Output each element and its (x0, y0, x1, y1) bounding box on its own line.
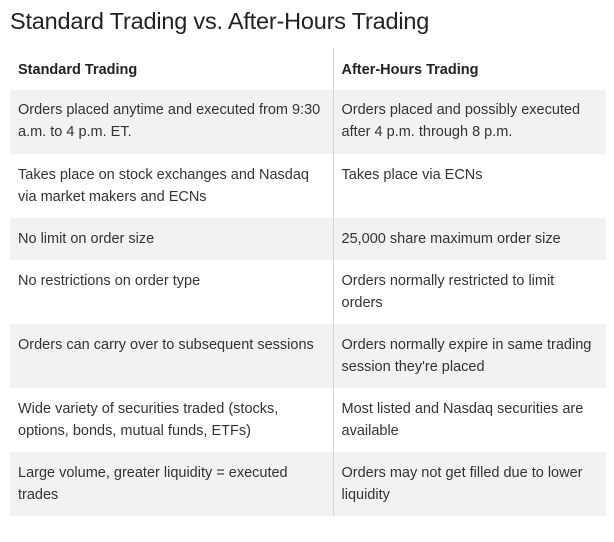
table-cell-after-hours: Most listed and Nasdaq securities are av… (332, 388, 606, 452)
table-row: Orders can carry over to subsequent sess… (10, 324, 606, 388)
table-cell-standard: Large volume, greater liquidity = execut… (10, 452, 333, 516)
table-cell-after-hours: Orders normally restricted to limit orde… (332, 260, 606, 324)
table-row: Wide variety of securities traded (stock… (10, 388, 606, 452)
table-cell-standard: Takes place on stock exchanges and Nasda… (18, 167, 309, 205)
column-header-standard: Standard Trading (18, 62, 138, 78)
table-row: No restrictions on order type Orders nor… (10, 260, 606, 324)
table-cell-standard: Orders can carry over to subsequent sess… (10, 324, 333, 388)
table-cell-after-hours: Takes place via ECNs (332, 154, 606, 218)
table-cell-standard: No limit on order size (10, 218, 333, 260)
table-cell-after-hours: 25,000 share maximum order size (332, 218, 606, 260)
table-row: Takes place on stock exchanges and Nasda… (10, 154, 606, 218)
page-title: Standard Trading vs. After-Hours Trading (10, 8, 430, 34)
table-cell-standard: No restrictions on order type (18, 273, 201, 289)
table-cell-after-hours: Orders normally expire in same trading s… (332, 324, 606, 388)
table-header-row: Standard Trading After-Hours Trading (10, 48, 606, 90)
table-cell-after-hours: Orders may not get filled due to lower l… (332, 452, 606, 516)
column-header-after-hours: After-Hours Trading (332, 48, 606, 90)
table-row: Orders placed anytime and executed from … (10, 90, 606, 154)
table-row: No limit on order size 25,000 share maxi… (10, 218, 606, 260)
table-cell-standard: Wide variety of securities traded (stock… (18, 401, 279, 439)
table-cell-after-hours: Orders placed and possibly executed afte… (332, 90, 606, 154)
table-cell-standard: Orders placed anytime and executed from … (10, 90, 333, 154)
table-row: Large volume, greater liquidity = execut… (10, 452, 606, 516)
comparison-table: Standard Trading After-Hours Trading Ord… (10, 48, 606, 516)
